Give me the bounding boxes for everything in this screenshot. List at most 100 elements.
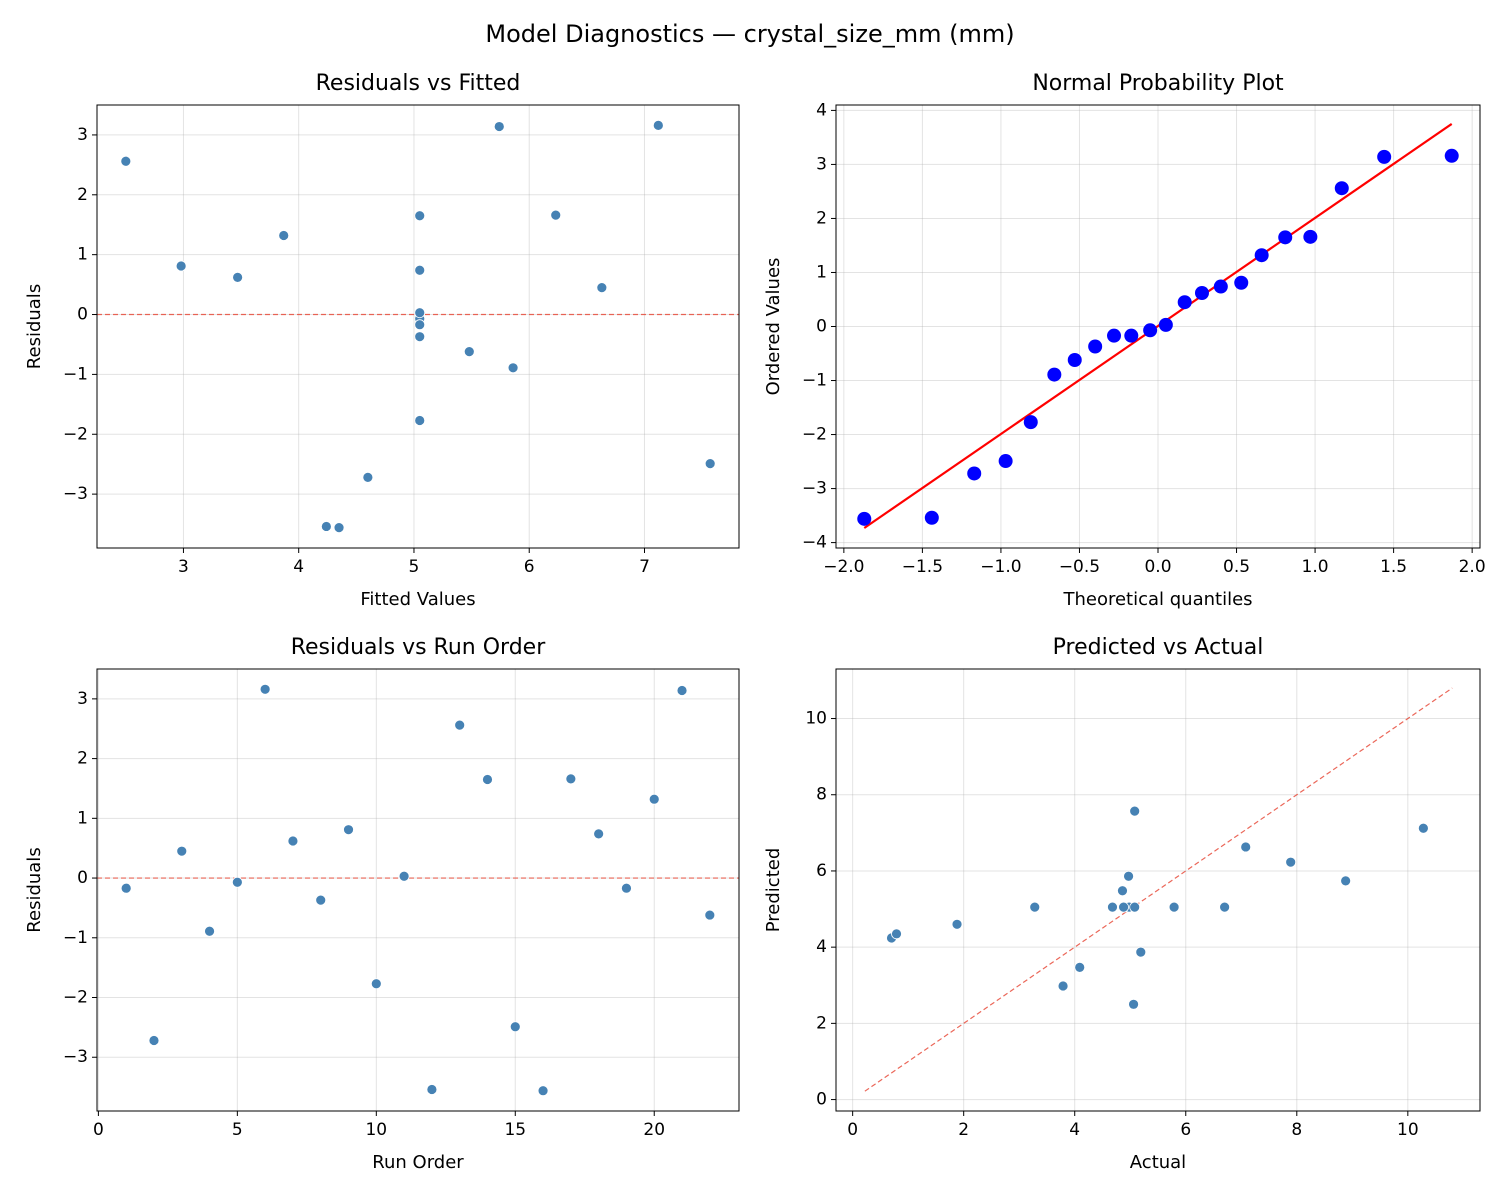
point bbox=[1047, 367, 1062, 382]
x-tick-label: 4 bbox=[1069, 1120, 1080, 1140]
point bbox=[176, 845, 188, 857]
x-axis-label: Theoretical quantiles bbox=[1062, 589, 1252, 610]
reference-line bbox=[864, 687, 1453, 1092]
x-tick-label: 7 bbox=[639, 557, 650, 577]
x-tick-label: 2.0 bbox=[1459, 557, 1486, 577]
y-tick-label: 0 bbox=[77, 305, 88, 325]
subplot-title: Residuals vs Run Order bbox=[291, 635, 546, 660]
x-tick-label: 8 bbox=[1291, 1120, 1302, 1140]
point bbox=[1240, 841, 1252, 853]
point bbox=[482, 774, 493, 785]
reference-line bbox=[863, 123, 1453, 529]
y-tick-label: −2 bbox=[802, 425, 827, 445]
point bbox=[1107, 901, 1118, 913]
point bbox=[1168, 901, 1180, 913]
figure-title: Model Diagnostics — crystal_size_mm (mm) bbox=[485, 20, 1014, 48]
point bbox=[1158, 317, 1173, 332]
point bbox=[315, 894, 327, 906]
point bbox=[924, 510, 939, 525]
y-tick-label: 8 bbox=[816, 785, 827, 805]
point bbox=[414, 319, 426, 331]
y-axis-label: Residuals bbox=[24, 284, 45, 369]
point bbox=[175, 260, 187, 272]
subplot-title: Normal Probability Plot bbox=[1032, 71, 1284, 96]
x-tick-label: 10 bbox=[1397, 1120, 1419, 1140]
point bbox=[1213, 279, 1228, 294]
y-tick-label: 2 bbox=[816, 208, 827, 228]
y-tick-label: 0 bbox=[816, 1090, 827, 1110]
y-tick-label: 3 bbox=[816, 154, 827, 174]
y-tick-label: 2 bbox=[77, 749, 88, 769]
point bbox=[204, 925, 215, 937]
point bbox=[1057, 980, 1069, 992]
y-tick-label: 2 bbox=[77, 185, 88, 205]
point bbox=[967, 466, 982, 481]
plot-frame bbox=[835, 668, 1481, 1112]
x-tick-label: 15 bbox=[504, 1120, 526, 1140]
point bbox=[398, 870, 410, 882]
x-tick-label: 0 bbox=[93, 1120, 104, 1140]
x-tick-label: 1.0 bbox=[1302, 557, 1329, 577]
y-axis-label: Residuals bbox=[24, 847, 45, 932]
subplot-title: Predicted vs Actual bbox=[1053, 635, 1264, 660]
y-tick-label: 1 bbox=[816, 262, 827, 282]
y-tick-label: 0 bbox=[816, 317, 827, 337]
x-tick-label: −2.0 bbox=[823, 557, 864, 577]
point bbox=[1143, 323, 1158, 338]
point bbox=[259, 683, 271, 695]
y-tick-label: −1 bbox=[63, 364, 88, 384]
y-tick-label: 3 bbox=[77, 689, 88, 709]
y-tick-label: −1 bbox=[802, 371, 827, 391]
y-tick-label: 6 bbox=[816, 861, 827, 881]
point bbox=[1124, 328, 1139, 343]
point bbox=[278, 230, 290, 241]
point bbox=[414, 210, 426, 222]
y-tick-label: 1 bbox=[77, 808, 88, 828]
x-tick-label: 4 bbox=[293, 557, 304, 577]
point bbox=[1219, 901, 1231, 913]
point bbox=[320, 521, 332, 532]
point bbox=[493, 121, 505, 132]
point bbox=[414, 415, 426, 426]
point bbox=[232, 272, 244, 283]
point bbox=[621, 882, 632, 894]
x-tick-label: 6 bbox=[1180, 1120, 1191, 1140]
x-tick-label: −1.5 bbox=[902, 557, 943, 577]
x-tick-label: 0.0 bbox=[1144, 557, 1171, 577]
point bbox=[454, 719, 466, 731]
subplot-title: Residuals vs Fitted bbox=[316, 71, 521, 96]
point bbox=[1088, 339, 1103, 354]
point bbox=[414, 331, 426, 343]
point bbox=[676, 685, 688, 696]
x-axis-label: Actual bbox=[1130, 1152, 1186, 1173]
point bbox=[1118, 901, 1129, 913]
point bbox=[1029, 901, 1041, 913]
point bbox=[1067, 352, 1082, 367]
y-tick-label: −3 bbox=[63, 484, 88, 504]
point bbox=[951, 918, 963, 930]
point bbox=[120, 882, 132, 894]
x-axis-label: Run Order bbox=[372, 1152, 464, 1173]
y-tick-label: 3 bbox=[77, 125, 88, 145]
point bbox=[343, 824, 354, 836]
point bbox=[1117, 885, 1128, 897]
point bbox=[1377, 149, 1392, 164]
point bbox=[1135, 946, 1147, 958]
point bbox=[509, 1021, 521, 1033]
point bbox=[891, 928, 902, 940]
point bbox=[550, 209, 562, 221]
point bbox=[1023, 415, 1038, 430]
y-tick-label: −3 bbox=[63, 1047, 88, 1067]
point bbox=[231, 876, 243, 888]
point bbox=[1417, 822, 1429, 834]
point bbox=[998, 454, 1013, 469]
point bbox=[1234, 275, 1249, 290]
point bbox=[1278, 230, 1293, 245]
point bbox=[1129, 805, 1141, 817]
x-tick-label: 5 bbox=[409, 557, 420, 577]
point bbox=[1340, 875, 1352, 887]
plot-frame bbox=[96, 104, 740, 549]
x-tick-label: 5 bbox=[232, 1120, 243, 1140]
point bbox=[287, 835, 299, 847]
point bbox=[648, 793, 660, 805]
